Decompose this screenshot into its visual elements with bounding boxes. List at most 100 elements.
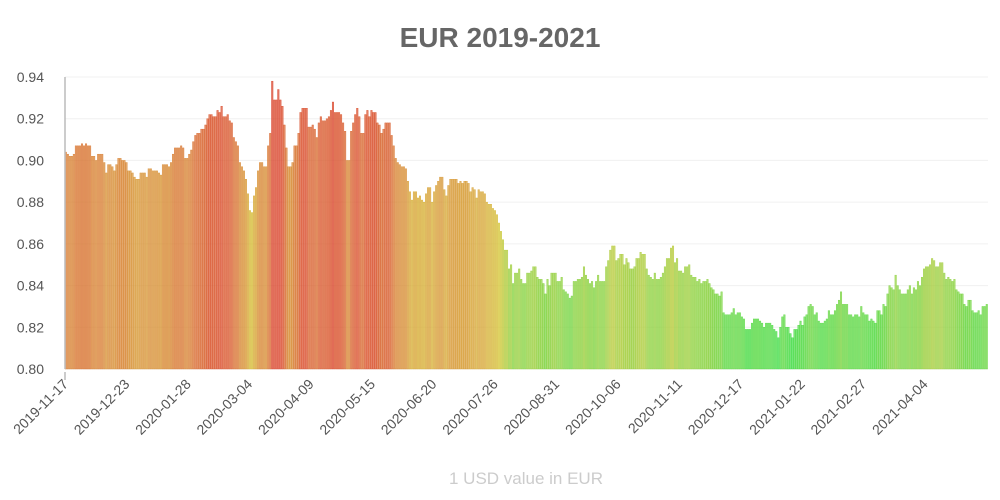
bar [380, 133, 383, 370]
bar [698, 279, 701, 370]
chart-title: EUR 2019-2021 [400, 22, 601, 53]
bar [825, 318, 828, 370]
bar [321, 120, 324, 370]
bar [914, 289, 917, 370]
bar [414, 191, 417, 370]
bar [566, 293, 569, 370]
bar [532, 266, 535, 370]
bar [957, 291, 960, 370]
bar [848, 314, 851, 370]
bar [368, 116, 371, 370]
bar [317, 122, 320, 370]
bar [72, 153, 75, 370]
bar [85, 143, 88, 370]
bar [386, 122, 389, 370]
bar [829, 314, 832, 370]
bar [813, 314, 816, 370]
y-axis: 0.80 0.82 0.84 0.86 0.88 0.90 0.92 0.94 [17, 69, 44, 377]
bar [674, 262, 677, 370]
bar [346, 160, 349, 370]
bar [929, 264, 932, 370]
bar [208, 114, 211, 370]
bar [307, 126, 310, 370]
bar [815, 312, 818, 370]
bar [66, 153, 69, 370]
bar [443, 189, 446, 370]
x-axis-label: 1 USD value in EUR [449, 469, 603, 488]
bar [518, 268, 521, 370]
bar [722, 312, 725, 370]
bar [542, 283, 545, 370]
bar [127, 170, 130, 370]
bar [103, 162, 106, 370]
bar [724, 314, 727, 370]
bar [168, 166, 171, 370]
bar [176, 147, 179, 370]
bar [647, 274, 650, 370]
bar [536, 277, 539, 370]
bar [939, 262, 942, 370]
bar [153, 170, 156, 370]
bar [627, 262, 630, 370]
bar [750, 322, 753, 370]
bar [376, 122, 379, 370]
bar [178, 147, 181, 370]
bar [467, 183, 470, 370]
bar [125, 162, 128, 370]
bar [410, 199, 413, 370]
bar [615, 260, 618, 370]
bar [190, 149, 193, 370]
bar [827, 310, 830, 370]
bar [487, 204, 490, 370]
bar [230, 122, 233, 370]
bar [906, 289, 909, 370]
bar [398, 164, 401, 370]
bar [524, 283, 527, 370]
bar [421, 199, 424, 370]
bar [293, 145, 296, 370]
bar [908, 285, 911, 370]
bar [402, 166, 405, 370]
bar [334, 112, 336, 370]
bars [64, 80, 988, 370]
bar [453, 178, 456, 370]
bar [761, 322, 764, 370]
bar [589, 283, 592, 370]
bar [874, 322, 877, 370]
bar [129, 170, 132, 370]
bar [781, 316, 784, 370]
bar [601, 281, 604, 370]
bar [412, 191, 415, 370]
bar [319, 116, 322, 370]
bar [431, 201, 434, 370]
bar [159, 174, 162, 370]
bar [591, 281, 594, 370]
bar [70, 156, 73, 370]
bar [449, 178, 452, 370]
bar [613, 245, 616, 370]
bar [670, 247, 672, 370]
bar [218, 112, 221, 370]
bar [216, 110, 219, 370]
bar [686, 266, 689, 370]
bar [338, 112, 341, 370]
bar [568, 297, 571, 370]
bar [481, 191, 484, 370]
bar [975, 312, 978, 370]
bar [791, 337, 794, 370]
bar [860, 306, 863, 370]
bar [775, 331, 778, 370]
bar [109, 164, 112, 370]
bar [560, 277, 563, 370]
x-tick-label: 2019-11-17 [10, 376, 71, 437]
bar [161, 164, 164, 370]
bar [556, 281, 559, 370]
bar [327, 116, 330, 370]
bar [593, 287, 596, 370]
bar [765, 322, 768, 370]
bar [546, 279, 549, 370]
bar [540, 279, 543, 370]
bar [544, 293, 547, 370]
bar [155, 170, 158, 370]
bar [587, 279, 589, 370]
